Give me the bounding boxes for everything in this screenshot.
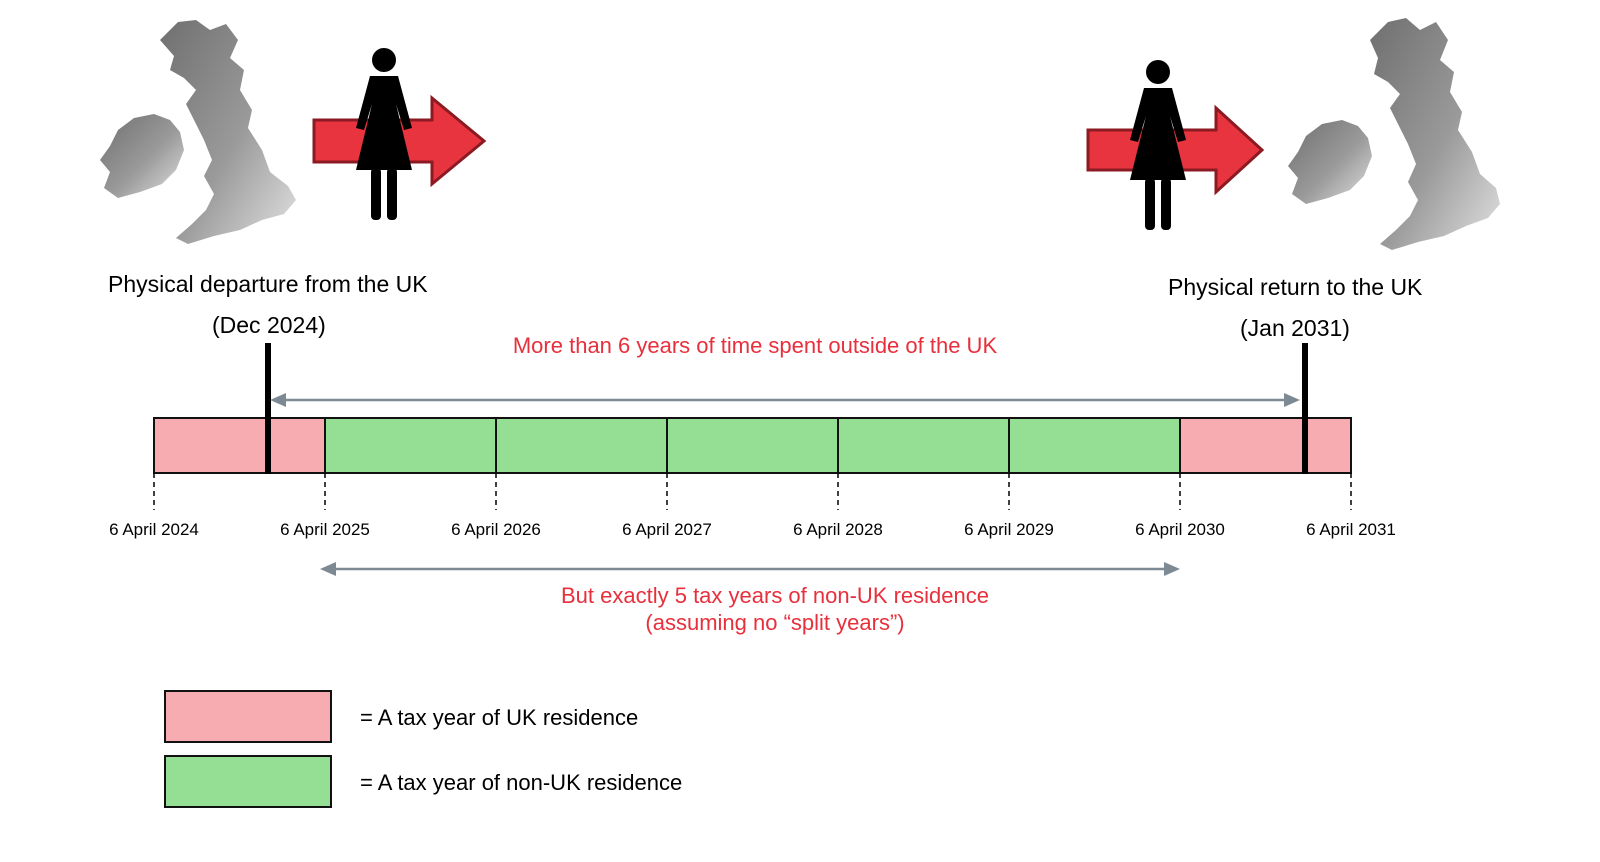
tax-year-non-uk-segment: [666, 417, 839, 474]
person-icon: [356, 48, 412, 220]
return-marker: [1302, 343, 1308, 474]
tick-label: 6 April 2031: [1306, 520, 1396, 539]
tick-label: 6 April 2030: [1135, 520, 1225, 539]
legend-swatch-non-uk: [164, 755, 332, 808]
bottom-note-line1: But exactly 5 tax years of non-UK reside…: [561, 583, 989, 608]
span-arrow-bottom: [320, 562, 1180, 576]
legend-label-uk: = A tax year of UK residence: [360, 705, 639, 730]
uk-map-icon: [1288, 18, 1500, 250]
tax-year-uk-segment: [153, 417, 326, 474]
return-caption: Physical return to the UK: [1168, 274, 1423, 300]
top-note: More than 6 years of time spent outside …: [512, 333, 998, 358]
legend-label-non-uk: = A tax year of non-UK residence: [360, 770, 683, 795]
tax-year-non-uk-segment: [324, 417, 497, 474]
person-icon: [1130, 60, 1186, 230]
tick-label: 6 April 2028: [793, 520, 883, 539]
departure-marker: [265, 343, 271, 474]
span-arrow-top: [270, 393, 1300, 407]
timeline-bar: [153, 417, 1352, 474]
timeline-ticks: [153, 473, 1352, 510]
tax-year-non-uk-segment: [837, 417, 1010, 474]
bottom-note-line2: (assuming no “split years”): [645, 610, 905, 635]
return-date: (Jan 2031): [1240, 315, 1350, 341]
tax-year-non-uk-segment: [495, 417, 668, 474]
tick-label: 6 April 2025: [280, 520, 370, 539]
departure-caption: Physical departure from the UK: [108, 271, 428, 297]
tick-label: 6 April 2029: [964, 520, 1054, 539]
legend-swatch-uk: [164, 690, 332, 743]
tick-label: 6 April 2024: [109, 520, 199, 539]
tick-label: 6 April 2027: [622, 520, 712, 539]
tick-label: 6 April 2026: [451, 520, 541, 539]
tax-year-non-uk-segment: [1008, 417, 1181, 474]
departure-date: (Dec 2024): [212, 312, 326, 338]
tax-year-uk-segment: [1179, 417, 1352, 474]
uk-map-icon: [100, 20, 296, 244]
